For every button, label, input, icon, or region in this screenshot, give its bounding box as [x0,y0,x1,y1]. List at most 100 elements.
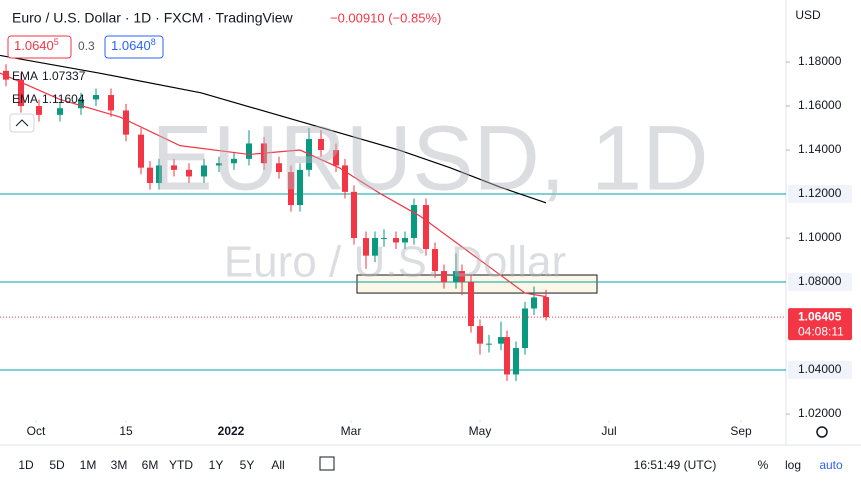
zone [356,274,598,294]
symbol: Euro / U.S. Dollar · 1D · FXCM · Trading… [12,10,293,26]
candle-body [171,165,177,170]
sell-button[interactable] [7,35,72,59]
log-toggle[interactable]: log [785,458,801,472]
range-button[interactable]: 1M [80,458,97,472]
candle-body [288,172,294,206]
currency: USD [795,8,821,22]
percent-toggle[interactable]: % [758,458,769,472]
date-range-icon[interactable] [319,456,335,471]
candle-body [504,337,510,375]
candle-body [186,169,192,177]
y-tick-label: 1.10000 [798,230,842,244]
candle-body [393,238,399,243]
legend-name: EMA [12,69,38,83]
x-tick-label: Sep [730,424,752,438]
candle-body [201,165,207,177]
candle-body [78,99,84,109]
legend-value: 1.11604 [42,92,85,106]
candle-body [453,271,459,283]
candle-body [246,143,252,159]
candle-body [531,297,537,309]
x-tick-label: Mar [341,424,362,438]
range-button[interactable]: 6M [142,458,159,472]
x-tick-label: May [469,424,492,438]
candle-body [93,95,99,100]
plot [0,54,786,423]
candle-body [351,191,357,239]
collapse-icon [15,119,29,127]
line-price-label: 1.08000 [798,274,842,288]
y-tick-label: 1.16000 [798,98,842,112]
ask[interactable]: 1.06408 [111,37,156,53]
candle-body [18,79,24,107]
change: −0.00910 (−0.85%) [330,10,441,25]
range-button[interactable]: 1D [18,458,34,472]
candle-body [411,205,417,239]
line-price-box [788,273,852,292]
collapse-button[interactable] [9,113,35,133]
candle-body [522,308,528,349]
candle-body [498,337,504,344]
watermark-name: Euro / U.S. Dollar [224,238,566,287]
bid[interactable]: 1.06405 [14,37,59,53]
candle-body [123,110,129,135]
candle-body [342,165,348,192]
candle-body [468,282,474,327]
range-button[interactable]: YTD [169,458,193,472]
line-price-box [788,185,852,204]
candle-body [432,249,438,272]
candle-body [333,150,339,166]
candle-body [402,238,408,243]
candle-body [276,163,282,173]
candle-body [138,134,144,168]
candle-body [441,271,447,283]
x-tick-label: 15 [119,424,133,438]
candle-body [486,343,492,345]
candle-body [423,205,429,250]
toolbar: 16:51:49 (UTC) % log auto 1D 5D 1M 3M 6M YTD 1… [18,456,843,472]
range-button[interactable]: 5Y [240,458,255,472]
x-tick-label: 2022 [218,424,245,438]
candle-body [57,108,63,115]
candle-body [459,271,465,283]
x-tick-label: Jul [601,424,616,438]
range-button[interactable]: 3M [111,458,128,472]
candle-body [216,163,222,166]
candle-body [36,106,42,115]
spread: 0.3 [78,39,95,53]
y-tick-label: 1.14000 [798,142,842,156]
clock: 16:51:49 (UTC) [634,458,717,472]
line-price-box [788,361,852,380]
buy-button[interactable] [104,35,164,59]
candle-body [477,326,483,344]
auto-toggle[interactable]: auto [819,458,843,472]
candle-body [231,158,237,164]
candle-body [513,348,519,375]
range-button[interactable]: All [271,458,284,472]
candle-body [318,139,324,151]
watermark-ticker: EURUSD, 1D [151,107,708,209]
countdown: 04:08:11 [798,324,844,338]
legend-value: 1.07337 [42,69,86,83]
candle-body [363,238,369,256]
line-price-label: 1.12000 [798,186,842,200]
last-price-label: 1.06405 [798,309,842,323]
ema-line [0,54,547,204]
x-tick-label: Oct [27,424,46,438]
range-button[interactable]: 1Y [209,458,224,472]
candle-body [108,95,114,111]
candle-body [297,169,303,206]
ema-line [0,72,547,298]
range-button[interactable]: 5D [49,458,65,472]
y-tick-label: 1.18000 [798,54,842,68]
settings-icon[interactable] [816,426,828,438]
candle-body [381,238,387,240]
line-price-label: 1.04000 [798,362,842,376]
y-tick-label: 1.02000 [798,406,842,420]
candle-body [156,165,162,184]
candle-body [372,238,378,256]
candle-body [543,297,549,318]
legend-name: EMA [12,92,38,106]
